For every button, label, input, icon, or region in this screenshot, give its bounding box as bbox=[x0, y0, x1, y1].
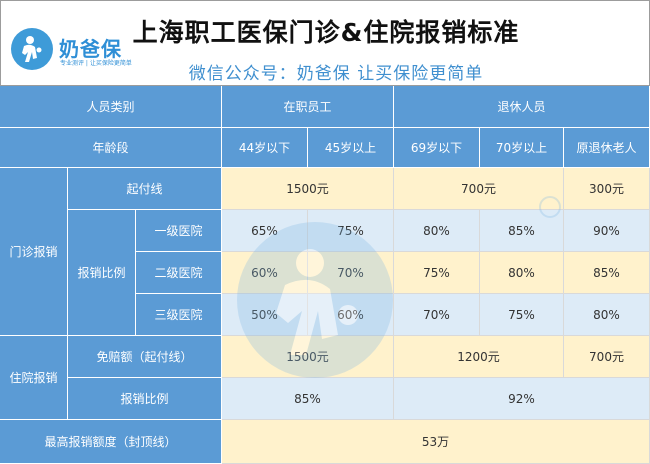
page-header: 奶爸保 专业测评 | 让买保险更简单 上海职工医保门诊&住院报销标准 微信公众号… bbox=[0, 0, 650, 86]
ratio-cell: 65% bbox=[222, 210, 308, 252]
ratio-cell: 70% bbox=[394, 294, 480, 336]
outpatient-deductible-value: 300元 bbox=[564, 168, 650, 210]
outpatient-section-label: 门诊报销 bbox=[0, 168, 68, 336]
ratio-cell: 60% bbox=[222, 252, 308, 294]
inpatient-ratio-label: 报销比例 bbox=[68, 378, 222, 420]
age-cell: 70岁以上 bbox=[480, 128, 564, 168]
inpatient-deductible-value: 1200元 bbox=[394, 336, 564, 378]
page-title: 上海职工医保门诊&住院报销标准 bbox=[132, 18, 520, 47]
ratio-cell: 75% bbox=[480, 294, 564, 336]
inpatient-ratio-value: 85% bbox=[222, 378, 394, 420]
hospital-level-label: 三级医院 bbox=[136, 294, 222, 336]
age-cell: 原退休老人 bbox=[564, 128, 650, 168]
logo-tagline: 专业测评 | 让买保险更简单 bbox=[60, 60, 132, 67]
age-cell: 45岁以上 bbox=[308, 128, 394, 168]
header-person-type: 人员类别 bbox=[0, 86, 222, 128]
ratio-cell: 70% bbox=[308, 252, 394, 294]
age-cell: 44岁以下 bbox=[222, 128, 308, 168]
age-cell: 69岁以下 bbox=[394, 128, 480, 168]
hospital-level-label: 一级医院 bbox=[136, 210, 222, 252]
ratio-cell: 85% bbox=[564, 252, 650, 294]
cap-value: 53万 bbox=[222, 420, 650, 464]
brand-logo: 奶爸保 专业测评 | 让买保险更简单 bbox=[11, 28, 132, 72]
logo-mark-icon bbox=[11, 28, 53, 70]
inpatient-deductible-value: 1500元 bbox=[222, 336, 394, 378]
ratio-cell: 90% bbox=[564, 210, 650, 252]
header-age-group: 年龄段 bbox=[0, 128, 222, 168]
page-subtitle: 微信公众号：奶爸保 让买保险更简单 bbox=[188, 64, 484, 84]
inpatient-deductible-value: 700元 bbox=[564, 336, 650, 378]
inpatient-deductible-label: 免赔额（起付线） bbox=[68, 336, 222, 378]
ratio-cell: 80% bbox=[480, 252, 564, 294]
ratio-cell: 85% bbox=[480, 210, 564, 252]
header-employed: 在职员工 bbox=[222, 86, 394, 128]
cap-label: 最高报销额度（封顶线） bbox=[0, 420, 222, 464]
header-retired: 退休人员 bbox=[394, 86, 650, 128]
outpatient-ratio-label: 报销比例 bbox=[68, 210, 136, 336]
ratio-cell: 50% bbox=[222, 294, 308, 336]
logo-name: 奶爸保 bbox=[59, 37, 122, 61]
outpatient-deductible-label: 起付线 bbox=[68, 168, 222, 210]
ratio-cell: 80% bbox=[564, 294, 650, 336]
outpatient-deductible-value: 700元 bbox=[394, 168, 564, 210]
inpatient-ratio-value: 92% bbox=[394, 378, 650, 420]
outpatient-deductible-value: 1500元 bbox=[222, 168, 394, 210]
ratio-cell: 75% bbox=[308, 210, 394, 252]
inpatient-section-label: 住院报销 bbox=[0, 336, 68, 420]
ratio-cell: 80% bbox=[394, 210, 480, 252]
hospital-level-label: 二级医院 bbox=[136, 252, 222, 294]
ratio-cell: 60% bbox=[308, 294, 394, 336]
ratio-cell: 75% bbox=[394, 252, 480, 294]
